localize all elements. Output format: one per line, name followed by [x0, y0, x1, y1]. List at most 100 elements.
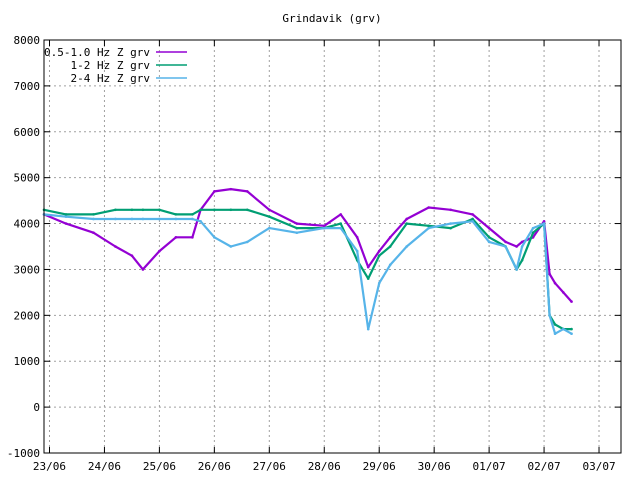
data-point: [548, 272, 551, 276]
data-point: [553, 332, 557, 335]
data-point: [246, 208, 249, 212]
data-point: [92, 217, 95, 221]
data-point: [114, 208, 117, 212]
data-point: [339, 222, 343, 225]
data-point: [64, 215, 68, 218]
data-point: [405, 217, 408, 221]
y-tick-label: 5000: [14, 172, 41, 185]
data-point: [130, 254, 134, 257]
legend-label: 0.5-1.0 Hz Z grv: [44, 46, 150, 59]
y-tick-label: 2000: [14, 309, 41, 322]
data-point: [191, 236, 194, 239]
data-point: [213, 236, 216, 239]
y-tick-label: 1000: [14, 355, 41, 368]
data-point: [158, 217, 161, 221]
data-point: [295, 226, 299, 230]
y-tick-label: 0: [33, 401, 40, 414]
data-point: [427, 224, 430, 228]
data-point: [548, 314, 551, 317]
data-point: [531, 226, 535, 230]
data-point: [268, 208, 271, 212]
data-point: [405, 245, 408, 248]
data-point: [114, 245, 117, 248]
data-point: [471, 219, 474, 223]
data-point: [542, 219, 546, 223]
data-point: [449, 226, 452, 230]
data-point: [427, 226, 430, 230]
data-point: [542, 222, 546, 225]
grid: [44, 40, 621, 453]
data-point: [64, 222, 68, 225]
data-point: [449, 222, 452, 225]
data-point: [174, 217, 178, 221]
data-point: [174, 236, 178, 239]
data-point: [427, 206, 430, 209]
series-line-1: [43, 188, 573, 303]
data-point: [114, 217, 117, 221]
data-point: [520, 245, 524, 248]
data-point: [141, 208, 145, 212]
data-point: [295, 231, 299, 235]
y-tick-label: 7000: [14, 80, 41, 93]
data-point: [92, 231, 95, 235]
data-point: [355, 236, 359, 239]
data-point: [64, 213, 68, 216]
y-tick-label: -1000: [7, 447, 40, 460]
data-point: [199, 219, 202, 223]
data-point: [487, 226, 491, 230]
x-tick-label: 23/06: [33, 460, 66, 473]
data-point: [199, 208, 202, 212]
data-point: [366, 265, 370, 269]
y-tick-label: 6000: [14, 126, 41, 139]
x-tick-label: 26/06: [198, 460, 231, 473]
y-tick-label: 8000: [14, 34, 41, 47]
data-point: [213, 208, 216, 212]
data-point: [130, 217, 134, 221]
data-point: [322, 226, 326, 230]
series-layer: [42, 187, 573, 335]
data-point: [268, 226, 271, 230]
x-tick-label: 25/06: [143, 460, 176, 473]
data-point: [471, 217, 474, 221]
data-point: [487, 240, 491, 244]
data-point: [322, 224, 326, 228]
x-tick-label: 30/06: [418, 460, 451, 473]
data-point: [570, 327, 573, 331]
data-point: [191, 217, 194, 221]
data-point: [388, 236, 392, 239]
data-point: [520, 258, 524, 262]
legend-label: 1-2 Hz Z grv: [71, 59, 151, 72]
data-point: [268, 215, 271, 218]
data-point: [229, 245, 233, 248]
data-point: [388, 263, 392, 267]
data-point: [130, 208, 134, 212]
axes: -1000 0 1000 2000 3000 4000 5000 6000 7000 8000 23…: [7, 34, 621, 473]
data-point: [504, 240, 507, 244]
data-point: [553, 323, 557, 326]
data-point: [377, 249, 381, 253]
data-point: [515, 245, 518, 248]
data-point: [191, 213, 194, 216]
data-point: [377, 281, 381, 285]
data-point: [295, 222, 299, 225]
data-point: [562, 291, 565, 294]
data-point: [355, 249, 359, 253]
data-point: [487, 236, 491, 239]
data-point: [366, 277, 370, 280]
y-tick-label: 3000: [14, 263, 41, 276]
x-tick-label: 01/07: [473, 460, 506, 473]
data-point: [141, 217, 145, 221]
data-point: [377, 254, 381, 257]
legend-label: 2-4 Hz Z grv: [71, 72, 151, 85]
data-point: [141, 268, 145, 271]
data-point: [570, 332, 573, 335]
x-tick-label: 29/06: [363, 460, 396, 473]
plot-frame: [43, 39, 622, 454]
x-tick-label: 28/06: [308, 460, 341, 473]
data-point: [246, 190, 249, 193]
series-line-2: [43, 208, 572, 331]
data-point: [158, 249, 161, 253]
